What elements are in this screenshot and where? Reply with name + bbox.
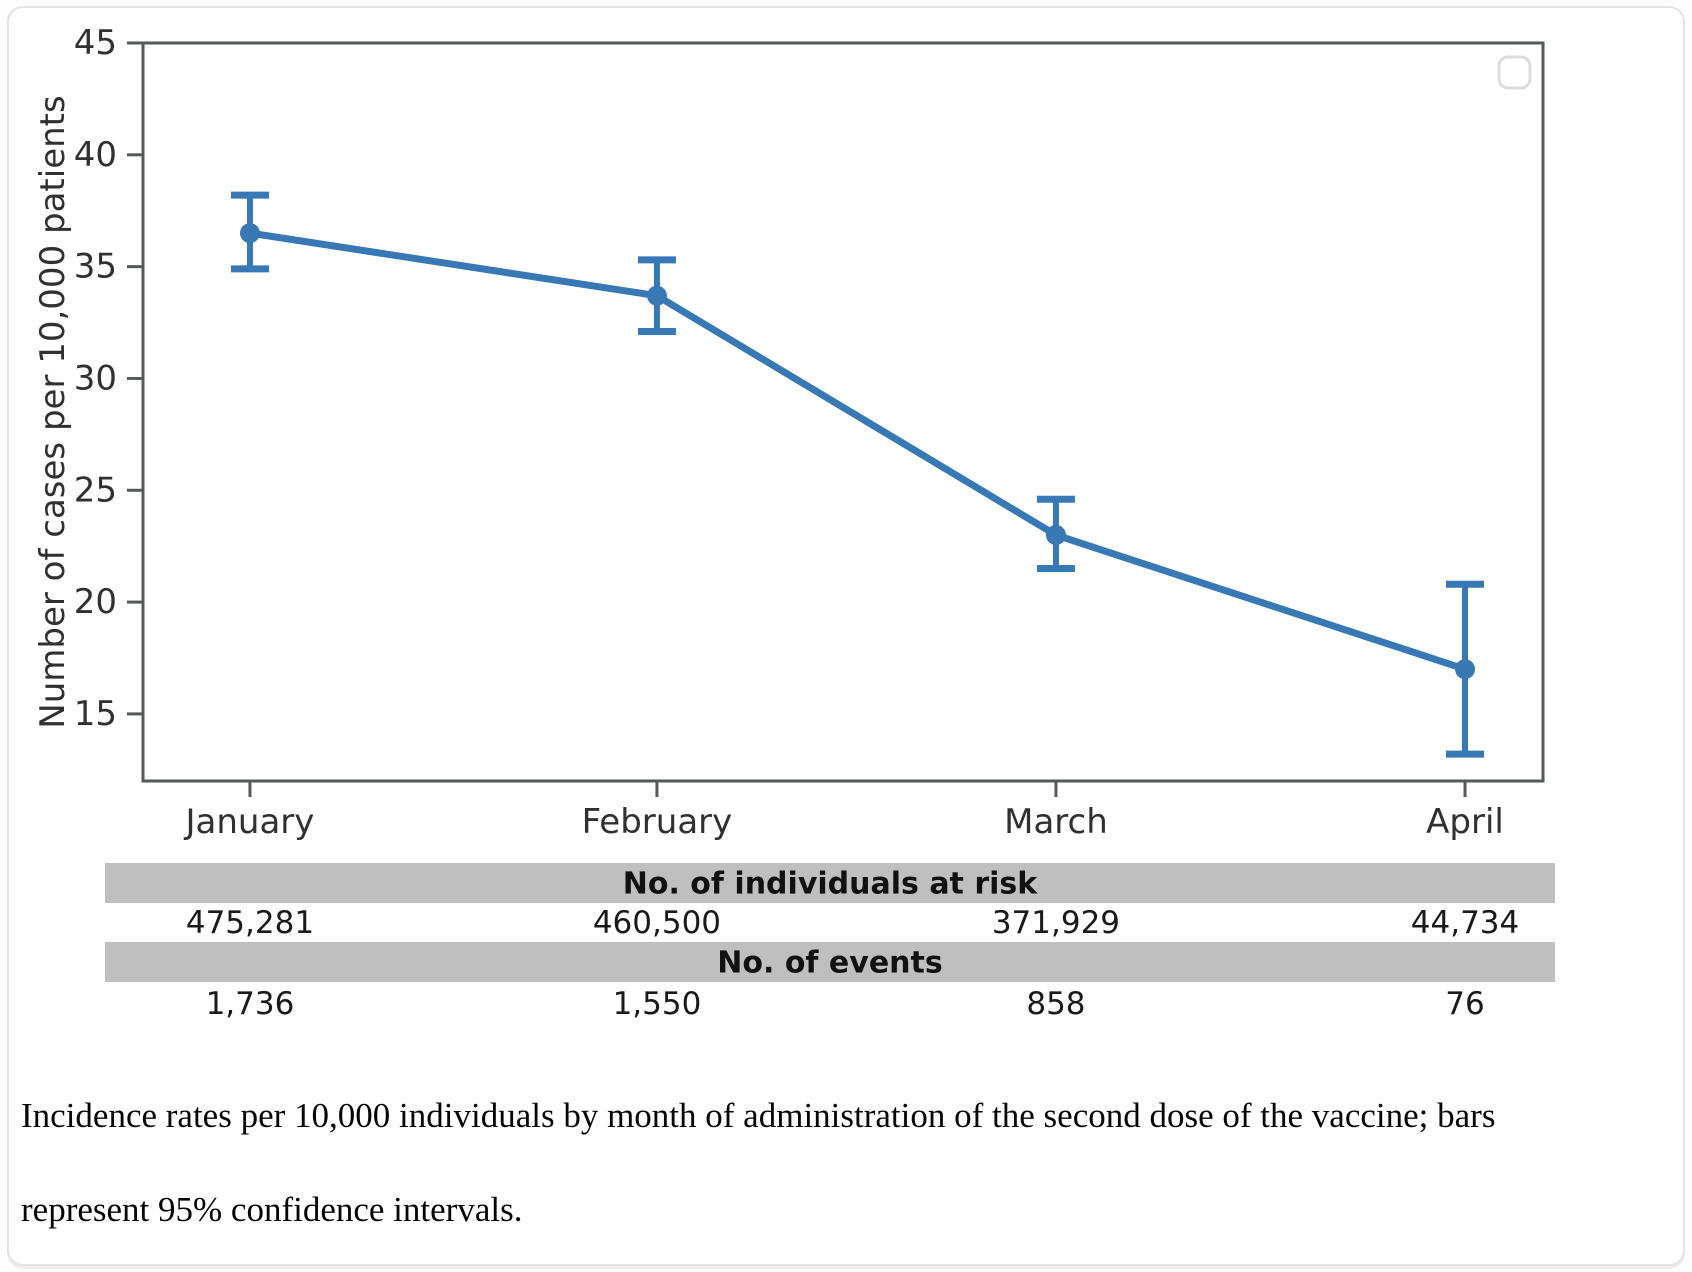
y-tick-label: 25: [74, 470, 117, 510]
y-tick-label: 45: [74, 23, 117, 63]
x-tick-label: February: [582, 802, 733, 842]
data-point-marker: [1455, 659, 1476, 680]
figure-caption-line-1: Incidence rates per 10,000 individuals b…: [21, 1096, 1496, 1135]
data-point-marker: [646, 285, 667, 306]
y-tick-label: 35: [74, 247, 117, 287]
data-series: [230, 191, 1485, 758]
table-cell: 460,500: [593, 905, 721, 941]
x-axis: January February March April: [184, 781, 1504, 842]
table-cell: 44,734: [1411, 905, 1519, 941]
table-header: No. of individuals at risk: [623, 867, 1039, 902]
summary-table: No. of individuals at risk 475,281 460,500…: [105, 863, 1555, 1022]
data-point-marker: [239, 223, 260, 244]
y-tick-label: 40: [74, 135, 117, 175]
x-tick-label: January: [184, 802, 315, 842]
table-cell: 1,550: [613, 986, 702, 1022]
table-cell: 76: [1445, 986, 1484, 1022]
figure-caption-line-2: represent 95% confidence intervals.: [21, 1190, 523, 1229]
x-tick-label: March: [1004, 802, 1108, 842]
table-header-bar: [105, 863, 1555, 903]
plot-border: [141, 41, 1545, 783]
y-axis-label: Number of cases per 10,000 patients: [33, 95, 73, 728]
table-cell: 475,281: [186, 905, 314, 941]
y-tick-label: 30: [74, 358, 117, 398]
table-cell: 371,929: [992, 905, 1120, 941]
table-cell: 1,736: [206, 986, 295, 1022]
table-header: No. of events: [717, 946, 942, 981]
trend-line: [249, 229, 1467, 673]
table-cell: 858: [1026, 986, 1085, 1022]
legend-box: [1497, 55, 1532, 90]
y-tick-label: 20: [74, 582, 117, 622]
figure-card: [7, 6, 1685, 1266]
table-header-bar: [105, 942, 1555, 982]
line-chart: Number of cases per 10,000 patients 45 40…: [33, 23, 1555, 1022]
y-axis: 45 40 35 30 25 20 15: [74, 23, 143, 734]
data-point-marker: [1045, 525, 1066, 545]
y-tick-label: 15: [74, 694, 117, 734]
x-tick-label: April: [1426, 802, 1504, 842]
